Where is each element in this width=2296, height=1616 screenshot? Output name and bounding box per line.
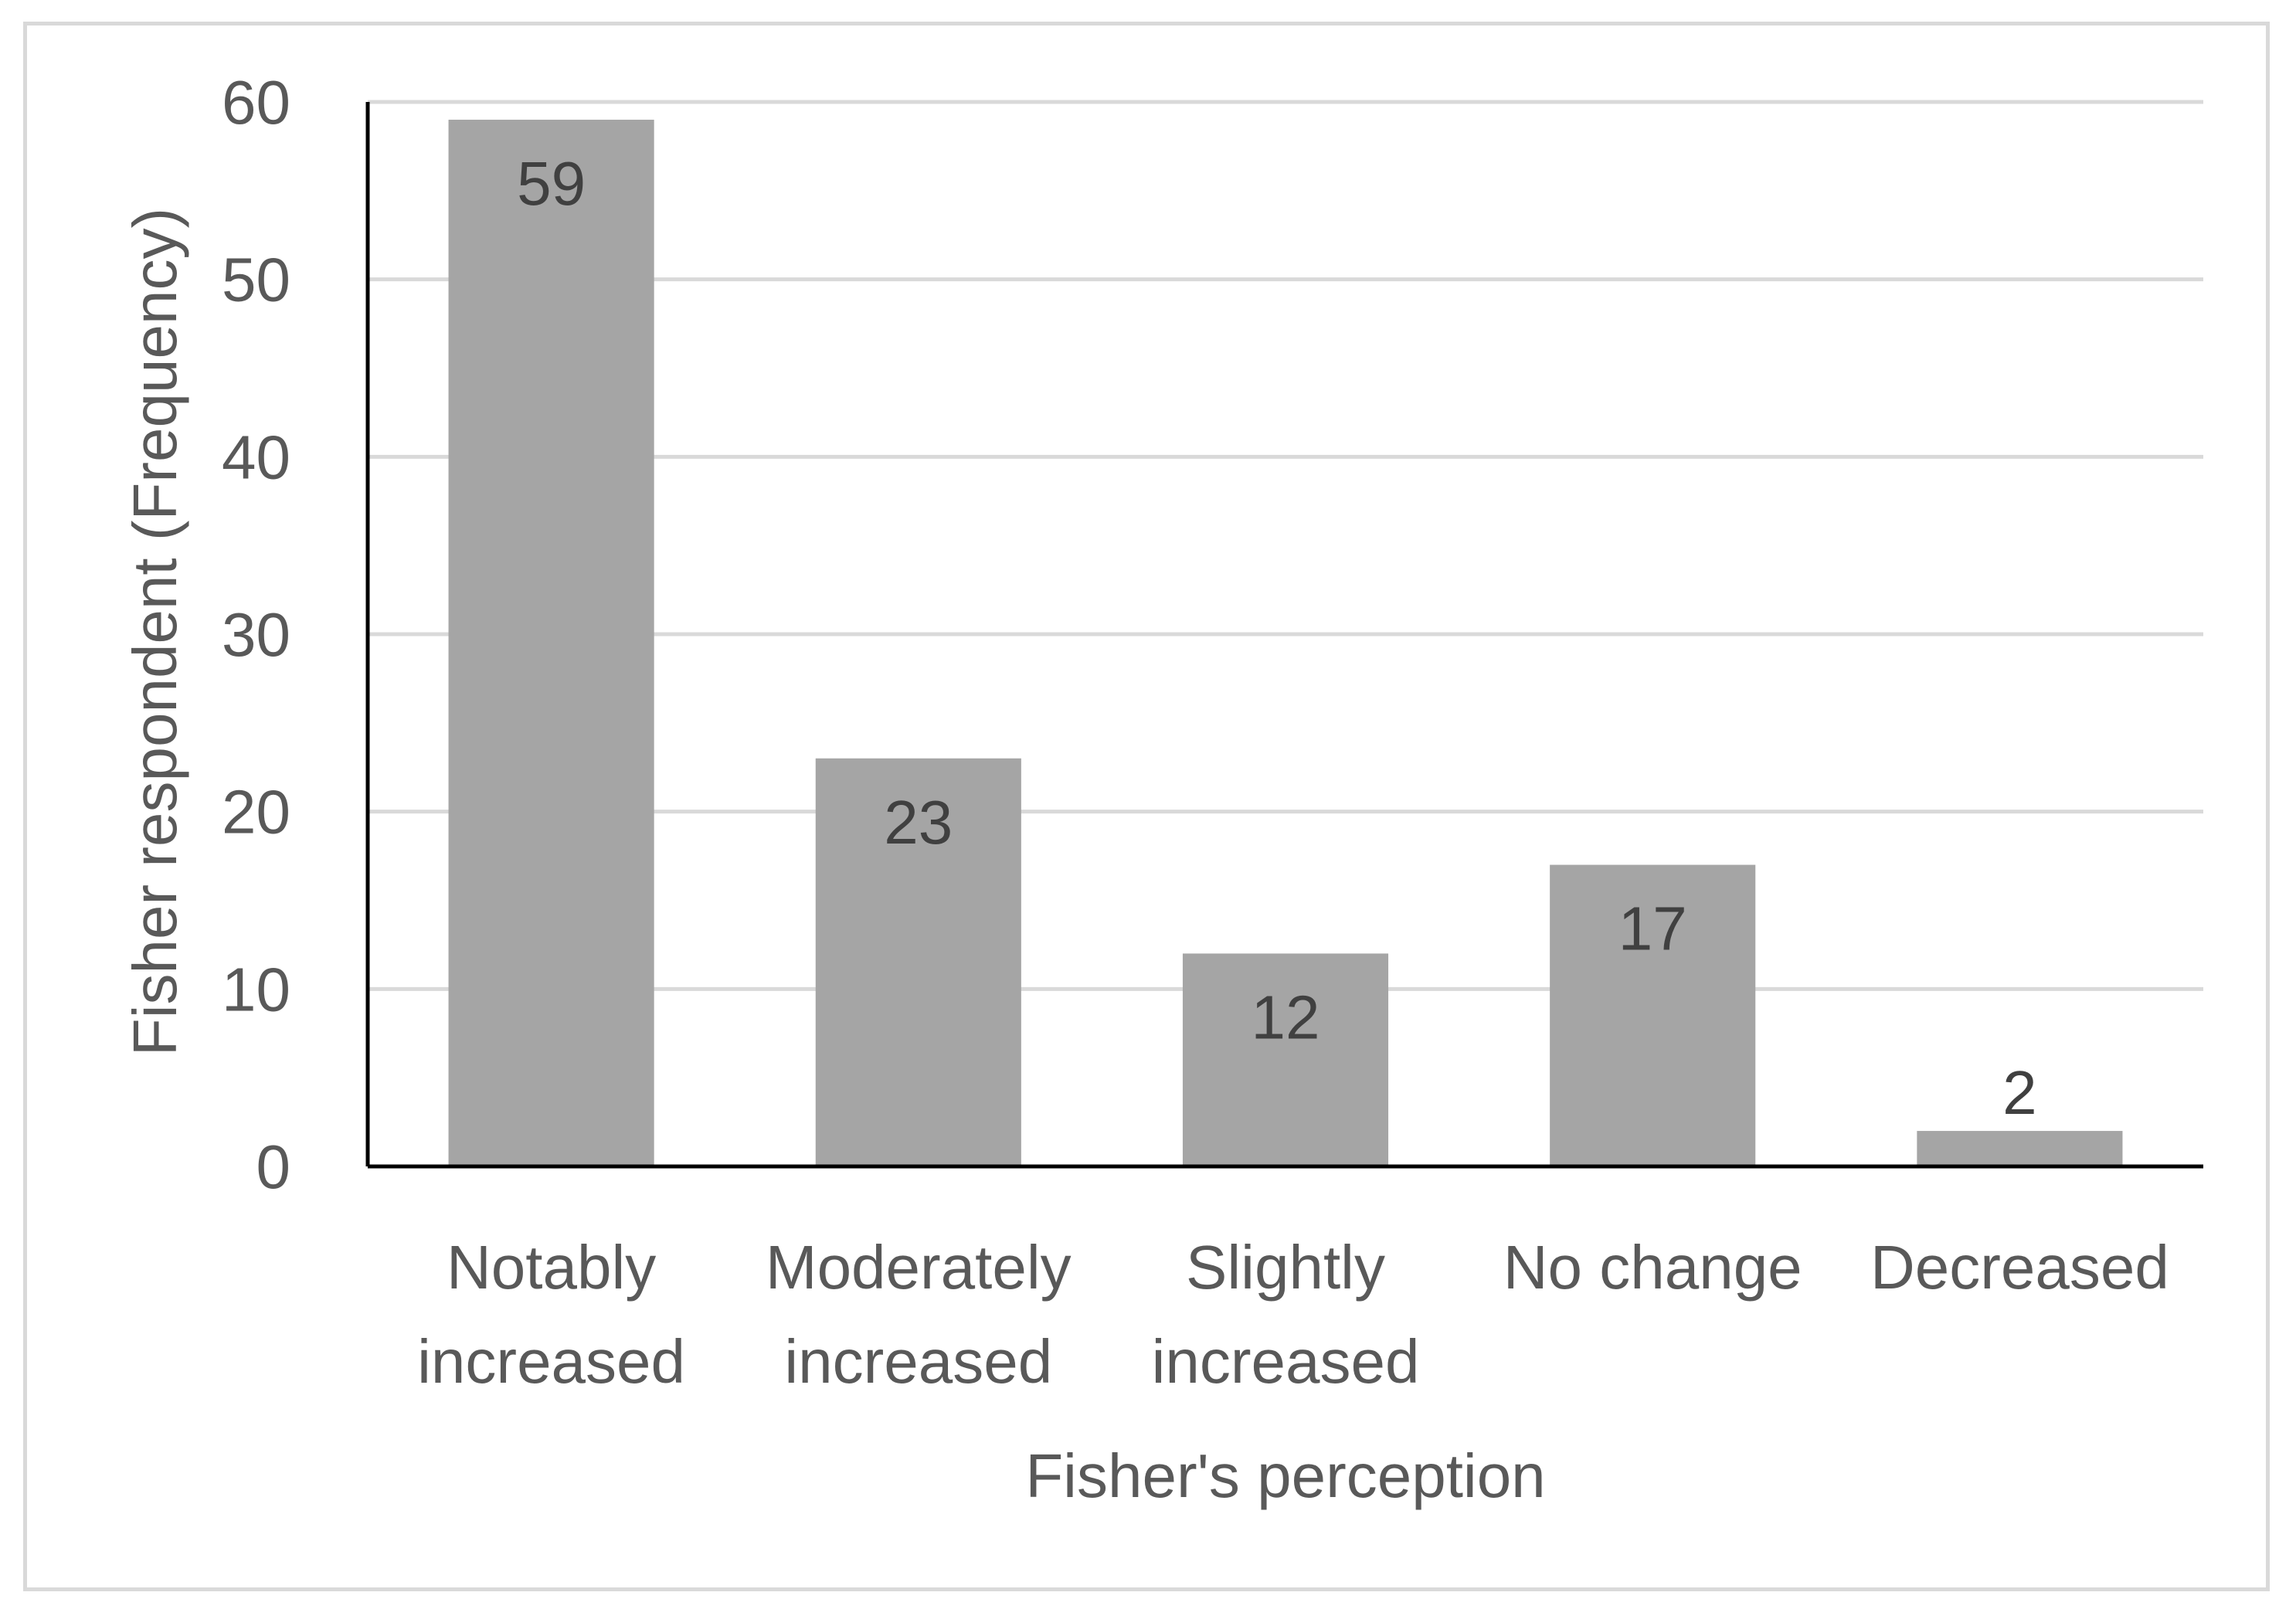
data-label: 12 [1252, 983, 1320, 1051]
chart-frame [23, 22, 2270, 1591]
data-label: 17 [1618, 895, 1687, 963]
x-tick-label: Slightly [1186, 1233, 1385, 1302]
y-tick-label: 20 [222, 778, 290, 847]
x-tick-label: Moderately [766, 1233, 1072, 1302]
bar [1182, 953, 1389, 1166]
x-tick-label: Notably [447, 1233, 656, 1302]
x-tick-label: No change [1503, 1233, 1802, 1302]
bar [1917, 1131, 2123, 1166]
x-tick-label: increased [1152, 1327, 1420, 1396]
y-axis-title: Fisher respondent (Frequency) [121, 208, 189, 1056]
y-tick-label: 0 [256, 1132, 291, 1201]
data-label: 2 [2002, 1058, 2037, 1127]
data-label: 23 [884, 788, 953, 857]
y-tick-label: 10 [222, 955, 290, 1024]
x-tick-label: Decreased [1870, 1233, 2169, 1302]
y-tick-label: 60 [222, 68, 290, 137]
bar [815, 758, 1021, 1166]
labels: 0 10 20 30 40 50 60 59 Notably increased 23 Moderat… [222, 68, 2169, 1396]
y-tick-label: 40 [222, 423, 290, 491]
x-tick-label: increased [784, 1327, 1052, 1396]
bar [448, 119, 654, 1166]
bars [448, 119, 2123, 1166]
y-tick-label: 50 [222, 246, 290, 314]
axes [365, 102, 2203, 1169]
gridlines [368, 100, 2203, 991]
y-tick-label: 30 [222, 600, 290, 669]
x-axis-title: Fisher's perception [1025, 1441, 1545, 1510]
bar [1550, 864, 1756, 1166]
x-tick-label: increased [417, 1327, 685, 1396]
data-label: 59 [517, 149, 586, 218]
